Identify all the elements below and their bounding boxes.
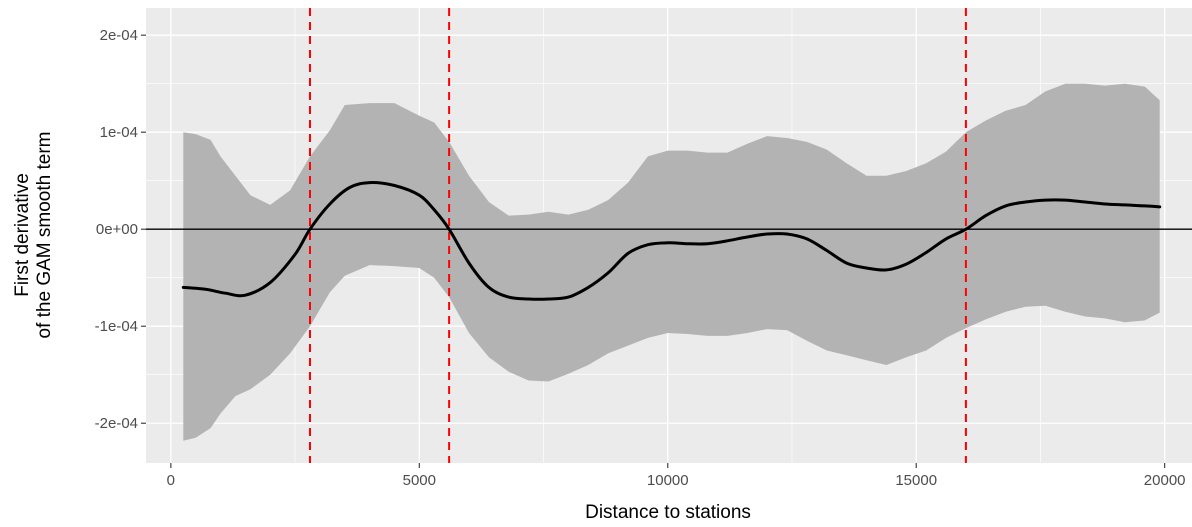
- y-tick-label: 0e+00: [96, 221, 138, 238]
- y-axis-title-line-2: of the GAM smooth term: [34, 132, 55, 339]
- y-tick-label: -2e-04: [95, 415, 138, 432]
- x-axis-ticks: 0 5000 10000 15000 20000: [167, 463, 1186, 489]
- vertical-markers-layer: [308, 8, 967, 463]
- y-tick-label: 2e-04: [100, 27, 138, 44]
- y-tick-label: 1e-04: [100, 124, 138, 141]
- x-tick-label: 10000: [647, 472, 689, 489]
- y-axis-title: First derivative of the GAM smooth term: [12, 132, 55, 339]
- confidence-band-layer: [183, 83, 1160, 441]
- x-tick-label: 15000: [895, 472, 937, 489]
- confidence-band: [183, 83, 1160, 441]
- x-tick-label: 20000: [1144, 472, 1186, 489]
- y-axis-ticks: 2e-04 1e-04 0e+00 -1e-04 -2e-04: [95, 27, 146, 432]
- x-tick-label: 5000: [403, 472, 436, 489]
- x-tick-label: 0: [167, 472, 175, 489]
- derivative-curve-layer: [181, 181, 1162, 301]
- y-axis-title-line-1: First derivative: [12, 173, 33, 297]
- x-axis-title: Distance to stations: [585, 502, 751, 523]
- y-tick-label: -1e-04: [95, 318, 138, 335]
- derivative-curve: [181, 181, 1162, 301]
